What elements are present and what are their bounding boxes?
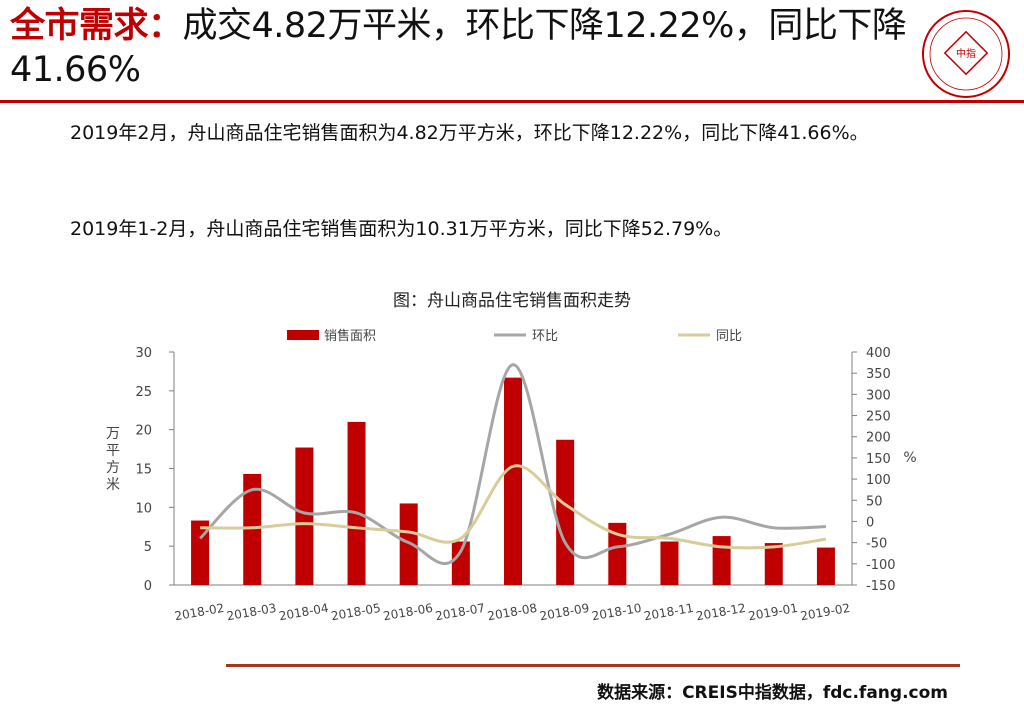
y-left-axis-label: 万 [106, 426, 120, 442]
x-tick-label: 2019-01 [747, 601, 799, 623]
y-right-tick-label: -100 [866, 558, 896, 573]
y-right-tick-label: -50 [866, 537, 887, 552]
paragraph-2: 2019年1-2月，舟山商品住宅销售面积为10.31万平方米，同比下降52.79… [70, 218, 733, 240]
bar-sales [295, 447, 314, 585]
y-right-tick-label: 150 [866, 452, 891, 467]
x-tick-label: 2018-03 [226, 601, 278, 623]
bar-sales [556, 439, 575, 585]
bar-sales [608, 522, 627, 585]
line-yoy [200, 464, 827, 550]
bar-sales [660, 541, 679, 585]
paragraph-1: 2019年2月，舟山商品住宅销售面积为4.82万平方米，环比下降12.22%，同… [70, 122, 869, 144]
x-tick-label: 2018-11 [643, 601, 695, 623]
y-left-tick-label: 25 [135, 385, 152, 400]
y-left-axis-label: 米 [106, 477, 120, 493]
legend-label-mom: 环比 [532, 329, 558, 344]
y-right-tick-label: 300 [866, 388, 891, 403]
footer-divider [226, 664, 960, 667]
y-left-tick-label: 10 [135, 501, 152, 516]
data-source: 数据来源：CREIS中指数据，fdc.fang.com [597, 683, 948, 703]
y-left-axis-label: 平 [106, 443, 120, 459]
y-right-tick-label: 200 [866, 431, 891, 446]
title-divider [0, 100, 1024, 103]
y-right-tick-label: 100 [866, 473, 891, 488]
x-tick-label: 2018-10 [591, 601, 643, 623]
x-tick-label: 2018-06 [382, 601, 434, 623]
x-tick-label: 2018-12 [695, 601, 747, 623]
x-tick-label: 2018-02 [173, 601, 225, 623]
legend-label-yoy: 同比 [716, 329, 742, 344]
y-right-tick-label: 50 [866, 494, 883, 509]
legend-label-sales: 销售面积 [324, 328, 376, 344]
bar-sales [451, 541, 470, 585]
bar-sales [504, 377, 522, 585]
x-tick-label: 2018-04 [278, 601, 330, 623]
bar-sales [712, 536, 731, 585]
title-rest: 成交4.82万平米，环比下降12.22%，同比下降41.66% [10, 6, 907, 90]
bar-sales [191, 520, 210, 585]
y-left-axis-label: 方 [106, 460, 120, 476]
bar-sales [764, 543, 783, 585]
y-right-tick-label: 0 [866, 515, 874, 530]
x-tick-label: 2018-07 [434, 601, 486, 623]
line-mom [199, 363, 826, 566]
title-highlight: 全市需求： [10, 6, 183, 46]
x-tick-label: 2019-02 [799, 601, 851, 623]
bar-sales [816, 547, 835, 585]
legend-bar-swatch [287, 330, 319, 340]
x-tick-label: 2018-05 [330, 601, 382, 623]
x-tick-label: 2018-08 [486, 601, 538, 623]
chart-title: 图：舟山商品住宅销售面积走势 [393, 291, 631, 311]
bar-sales [243, 473, 262, 585]
y-left-tick-label: 20 [135, 424, 152, 439]
y-right-tick-label: 250 [866, 410, 891, 425]
y-right-tick-label: 350 [866, 367, 891, 382]
y-left-tick-label: 0 [144, 579, 152, 594]
y-right-tick-label: -150 [866, 579, 896, 594]
y-left-tick-label: 5 [144, 540, 152, 555]
y-left-tick-label: 15 [135, 463, 152, 478]
logo-text: 中指 [956, 47, 976, 60]
y-right-tick-label: 400 [866, 346, 891, 361]
page-title: 全市需求：成交4.82万平米，环比下降12.22%，同比下降41.66% [10, 4, 910, 92]
china-index-academy-logo: 中指 [922, 10, 1010, 98]
y-right-axis-label: % [903, 450, 916, 466]
bar-sales [347, 421, 366, 585]
x-tick-label: 2018-09 [539, 601, 591, 623]
y-left-tick-label: 30 [135, 346, 152, 361]
